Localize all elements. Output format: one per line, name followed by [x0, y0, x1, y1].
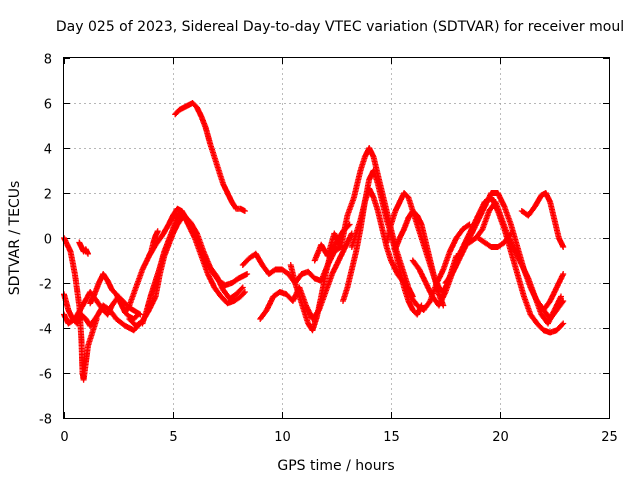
data-point-markers: [76, 239, 91, 257]
series-arc-22: [475, 230, 514, 250]
data-point-markers: [146, 228, 161, 259]
series-arc-10: [172, 100, 248, 214]
series-arc-8: [139, 208, 248, 327]
x-tick-label: 10: [274, 430, 291, 445]
chart-title: Day 025 of 2023, Sidereal Day-to-day VTE…: [56, 19, 624, 35]
data-points: [61, 100, 567, 383]
y-tick-label: 4: [44, 143, 52, 158]
x-tick-label: 25: [601, 430, 618, 445]
data-point-markers: [442, 190, 567, 313]
x-tick-label: 0: [60, 430, 68, 445]
data-point-markers: [139, 208, 248, 327]
data-point-markers: [534, 298, 567, 322]
series-arc-9: [146, 228, 161, 259]
data-point-markers: [475, 230, 514, 250]
series-arc-23: [518, 190, 567, 250]
x-tick-label: 15: [383, 430, 400, 445]
data-point-markers: [172, 100, 248, 214]
series-arc-24: [534, 298, 567, 322]
data-point-markers: [518, 190, 567, 250]
y-tick-label: -4: [39, 323, 52, 338]
x-axis-label: GPS time / hours: [277, 458, 394, 474]
x-tick-label: 5: [169, 430, 177, 445]
y-tick-label: 8: [44, 53, 52, 68]
y-axis-label: SDTVAR / TECUs: [7, 181, 23, 296]
x-tick-label: 20: [492, 430, 509, 445]
series-arc-4: [76, 239, 91, 257]
plot-frame: [63, 57, 610, 419]
series-arc-18: [392, 208, 447, 309]
data-point-markers: [392, 208, 447, 309]
y-tick-label: -2: [39, 278, 52, 293]
y-tick-label: -8: [39, 413, 52, 428]
y-tick-label: 0: [44, 233, 52, 248]
y-tick-label: -6: [39, 368, 52, 383]
y-tick-label: 6: [44, 98, 52, 113]
series-arc-20: [442, 190, 567, 313]
y-tick-label: 2: [44, 188, 52, 203]
